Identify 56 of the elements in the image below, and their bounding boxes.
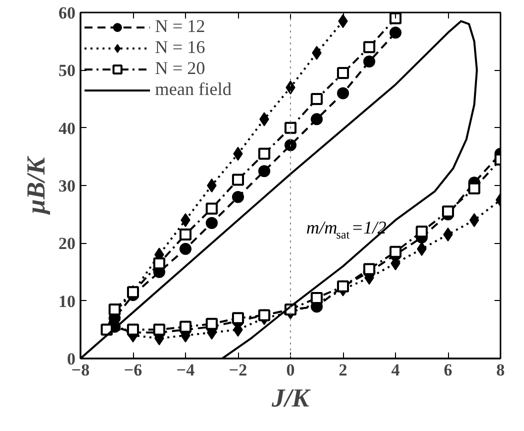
point — [232, 174, 244, 186]
x-tick-label: 6 — [444, 360, 452, 380]
point — [206, 318, 218, 330]
legend-label: mean field — [155, 79, 232, 100]
point — [337, 87, 349, 100]
x-tick-label: −6 — [124, 360, 142, 380]
point — [153, 324, 166, 336]
point — [468, 182, 480, 194]
point — [284, 122, 296, 134]
point — [310, 93, 323, 105]
point — [180, 228, 192, 241]
point — [469, 213, 480, 228]
legend-label: N = 20 — [155, 58, 206, 79]
y-tick-label: 30 — [58, 176, 76, 196]
point — [390, 26, 402, 39]
point — [180, 320, 192, 333]
point — [363, 263, 376, 276]
point — [232, 191, 244, 204]
point — [416, 242, 427, 256]
point — [390, 246, 402, 258]
point — [127, 324, 139, 336]
point — [206, 216, 218, 229]
x-tick-label: 0 — [286, 360, 295, 380]
y-tick-label: 60 — [58, 4, 76, 22]
point — [232, 312, 244, 324]
x-tick-label: −4 — [176, 360, 196, 380]
point — [180, 242, 192, 255]
y-axis-title: μB/K — [22, 156, 50, 216]
x-tick-label: 4 — [391, 360, 400, 380]
y-tick-label: 40 — [58, 118, 76, 138]
point — [206, 178, 217, 192]
y-tick-label: 50 — [58, 61, 76, 80]
point — [206, 202, 218, 215]
x-tick-label: 2 — [338, 360, 348, 380]
point — [258, 165, 270, 178]
point — [310, 292, 323, 304]
x-tick-label: 8 — [496, 360, 505, 380]
point — [310, 113, 323, 126]
point — [363, 41, 376, 54]
x-axis-title: J/K — [270, 384, 311, 412]
point — [284, 139, 296, 152]
point — [416, 226, 428, 238]
legend-label: N = 16 — [155, 37, 206, 58]
point — [153, 257, 166, 270]
point — [259, 112, 270, 126]
legend-label: N = 12 — [155, 16, 206, 37]
point — [390, 12, 402, 24]
point — [312, 46, 322, 60]
point — [258, 148, 270, 160]
point — [108, 303, 121, 316]
point — [442, 205, 454, 218]
y-tick-label: 10 — [58, 292, 76, 311]
point — [363, 56, 376, 68]
point — [337, 67, 349, 80]
y-tick-label: 20 — [58, 234, 76, 254]
x-tick-label: −2 — [228, 360, 248, 380]
